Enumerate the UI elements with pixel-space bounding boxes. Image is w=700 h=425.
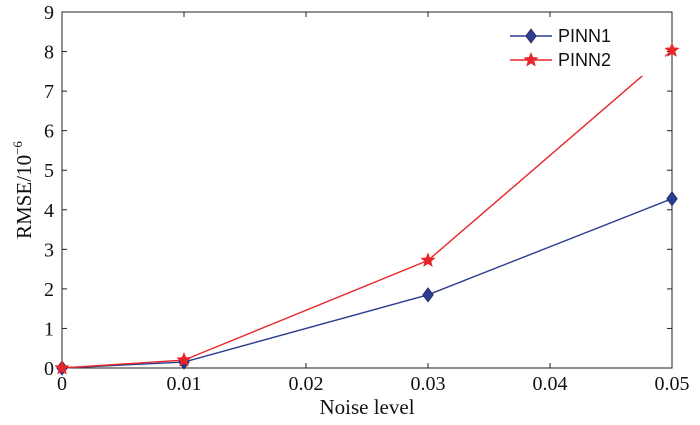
x-tick-label: 0.01 xyxy=(167,373,202,395)
y-tick-label: 3 xyxy=(44,239,54,261)
y-axis-title: RMSE/10−6 xyxy=(10,141,36,239)
data-point-pinn1 xyxy=(422,287,434,303)
y-tick-label: 6 xyxy=(44,121,54,143)
y-axis-title-base: RMSE/10 xyxy=(12,155,36,239)
y-tick-label: 9 xyxy=(44,2,54,24)
series-line-pinn2 xyxy=(61,49,673,369)
x-tick-label: 0.02 xyxy=(289,373,324,395)
x-axis-title: Noise level xyxy=(319,395,414,419)
legend-box xyxy=(500,18,665,76)
series-line-pinn1 xyxy=(61,198,673,369)
data-point-pinn2 xyxy=(176,351,192,367)
legend-label-pinn2: PINN2 xyxy=(558,50,611,70)
x-tick-label: 0.03 xyxy=(411,373,446,395)
data-point-pinn2 xyxy=(420,252,436,268)
series-markers xyxy=(54,42,680,376)
plot-area xyxy=(61,11,673,369)
y-axis-title-group: RMSE/10−6 xyxy=(10,141,36,239)
data-point-pinn2 xyxy=(664,42,680,58)
y-axis-title-exponent: −6 xyxy=(10,141,25,155)
y-tick-label: 1 xyxy=(44,318,54,340)
y-tick-label: 8 xyxy=(44,42,54,64)
legend-marker-pinn2 xyxy=(523,51,539,67)
legend-symbol-pinn2 xyxy=(523,51,539,67)
data-point-pinn1 xyxy=(666,191,678,207)
plot-frame xyxy=(61,11,673,369)
legend: PINN1 PINN2 xyxy=(500,18,665,76)
legend-marker-pinn1 xyxy=(525,28,537,44)
data-point-pinn2 xyxy=(54,359,70,375)
x-tick-label: 0 xyxy=(57,373,67,395)
y-tick-label: 5 xyxy=(44,160,54,182)
y-tick-label: 7 xyxy=(44,81,54,103)
series-lines xyxy=(61,49,673,369)
y-tick-label: 2 xyxy=(44,279,54,301)
legend-label-pinn1: PINN1 xyxy=(558,26,611,46)
y-tick-label: 0 xyxy=(44,358,54,380)
x-tick-label: 0.05 xyxy=(655,373,690,395)
x-tick-label: 0.04 xyxy=(533,373,568,395)
y-tick-label: 4 xyxy=(44,200,54,222)
legend-symbol-pinn1 xyxy=(525,28,537,44)
